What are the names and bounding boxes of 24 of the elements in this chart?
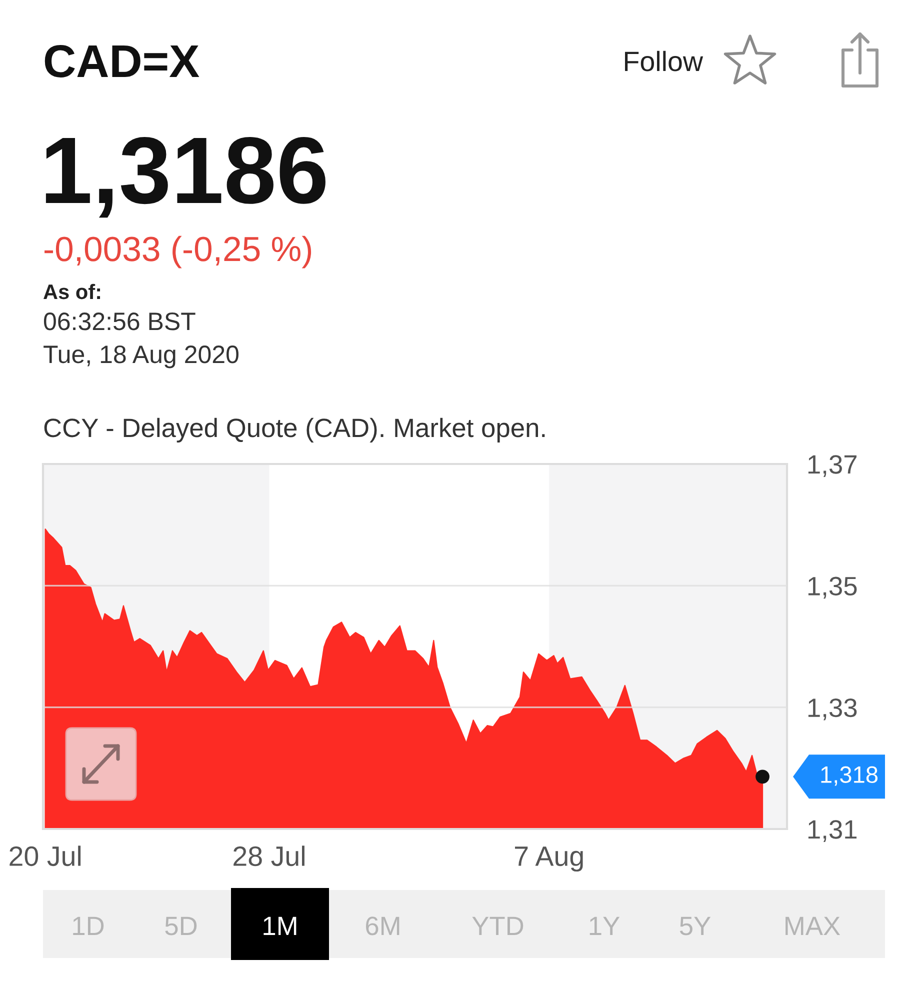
y-tick-label: 1,31 xyxy=(808,820,857,842)
text: 1M xyxy=(264,916,296,935)
x-tick-label: 28 Jul xyxy=(234,846,304,866)
text: 6M xyxy=(366,916,400,936)
chart-title: CAD=X xyxy=(44,44,200,78)
text: 1D xyxy=(73,916,104,935)
text: CCY - Delayed Quote (CAD). Market open. xyxy=(44,418,545,442)
x-tick-label: 20 Jul xyxy=(10,846,81,866)
text: 5Y xyxy=(680,916,711,936)
y-tick-label: 1,35 xyxy=(808,576,857,599)
text: Follow xyxy=(625,50,704,72)
text: 06:32:56 BST xyxy=(44,312,196,330)
text: Tue, 18 Aug 2020 xyxy=(44,346,238,368)
text: YTD xyxy=(472,916,524,935)
y-tick-label: 1,33 xyxy=(808,698,857,720)
text: 5D xyxy=(165,916,197,936)
x-tick-label: 7 Aug xyxy=(515,846,583,872)
text: As of: xyxy=(44,284,100,300)
annotation: 1,318 xyxy=(821,766,878,786)
chart-subtitle: 1,3186 xyxy=(46,137,326,218)
text: MAX xyxy=(786,916,840,935)
text: 1Y xyxy=(590,916,620,935)
text: -0,0033 (-0,25 %) xyxy=(44,236,312,268)
y-tick-label: 1,37 xyxy=(808,455,856,477)
